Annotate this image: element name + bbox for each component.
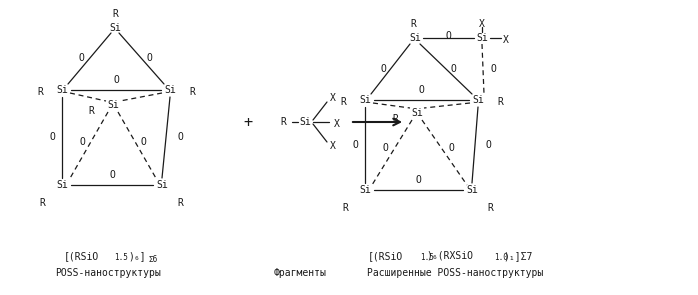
Text: )₆(RXSiO: )₆(RXSiO bbox=[426, 251, 473, 261]
Text: O: O bbox=[380, 64, 386, 74]
Text: 1.5: 1.5 bbox=[114, 253, 128, 263]
Text: Si: Si bbox=[56, 180, 68, 190]
Text: R: R bbox=[342, 203, 348, 213]
Text: [(RSiO: [(RSiO bbox=[367, 251, 403, 261]
Text: Расширенные POSS-наноструктуры: Расширенные POSS-наноструктуры bbox=[367, 268, 543, 278]
Text: O: O bbox=[113, 75, 119, 85]
Text: Σ6: Σ6 bbox=[149, 255, 158, 265]
Text: Si: Si bbox=[411, 108, 423, 118]
Text: O: O bbox=[140, 137, 146, 147]
Text: R: R bbox=[392, 114, 398, 124]
Text: Si: Si bbox=[109, 23, 121, 33]
Text: O: O bbox=[450, 64, 456, 74]
Text: O: O bbox=[415, 175, 421, 185]
Text: O: O bbox=[485, 140, 491, 150]
Text: Фрагменты: Фрагменты bbox=[274, 268, 327, 278]
Text: Si: Si bbox=[409, 33, 421, 43]
Text: O: O bbox=[418, 85, 424, 95]
Text: POSS-наноструктуры: POSS-наноструктуры bbox=[55, 268, 161, 278]
Text: X: X bbox=[479, 19, 485, 29]
Text: O: O bbox=[78, 53, 84, 63]
Text: +: + bbox=[244, 114, 253, 130]
Text: O: O bbox=[445, 31, 451, 41]
Text: Si: Si bbox=[156, 180, 168, 190]
Text: Si: Si bbox=[164, 85, 176, 95]
Text: X: X bbox=[330, 141, 336, 151]
Text: O: O bbox=[49, 132, 55, 142]
Text: R: R bbox=[112, 9, 118, 19]
Text: 1.5: 1.5 bbox=[420, 253, 434, 263]
Text: [(RSiO: [(RSiO bbox=[64, 251, 98, 261]
Text: R: R bbox=[280, 117, 286, 127]
Text: R: R bbox=[177, 198, 183, 208]
Text: Si: Si bbox=[299, 117, 311, 127]
Text: O: O bbox=[109, 170, 115, 180]
Text: R: R bbox=[487, 203, 493, 213]
Text: O: O bbox=[146, 53, 152, 63]
Text: R: R bbox=[39, 198, 45, 208]
Text: O: O bbox=[352, 140, 358, 150]
Text: X: X bbox=[334, 119, 340, 129]
Text: R: R bbox=[497, 97, 503, 107]
Text: Si: Si bbox=[466, 185, 478, 195]
Text: Si: Si bbox=[476, 33, 488, 43]
Text: X: X bbox=[503, 35, 509, 45]
Text: O: O bbox=[79, 137, 85, 147]
Text: Si: Si bbox=[359, 185, 371, 195]
Text: O: O bbox=[177, 132, 183, 142]
Text: Si: Si bbox=[472, 95, 484, 105]
Text: Si: Si bbox=[107, 100, 119, 110]
Text: R: R bbox=[410, 19, 416, 29]
Text: R: R bbox=[88, 106, 94, 116]
Text: Si: Si bbox=[56, 85, 68, 95]
Text: O: O bbox=[448, 143, 454, 153]
Text: O: O bbox=[382, 143, 388, 153]
Text: O: O bbox=[490, 64, 496, 74]
Text: Si: Si bbox=[359, 95, 371, 105]
Text: 1.0: 1.0 bbox=[494, 253, 508, 263]
Text: R: R bbox=[37, 87, 43, 97]
Text: X: X bbox=[330, 93, 336, 103]
Text: R: R bbox=[189, 87, 195, 97]
Text: )₁]Σ7: )₁]Σ7 bbox=[503, 251, 533, 261]
Text: )₆]: )₆] bbox=[128, 251, 146, 261]
Text: R: R bbox=[340, 97, 346, 107]
